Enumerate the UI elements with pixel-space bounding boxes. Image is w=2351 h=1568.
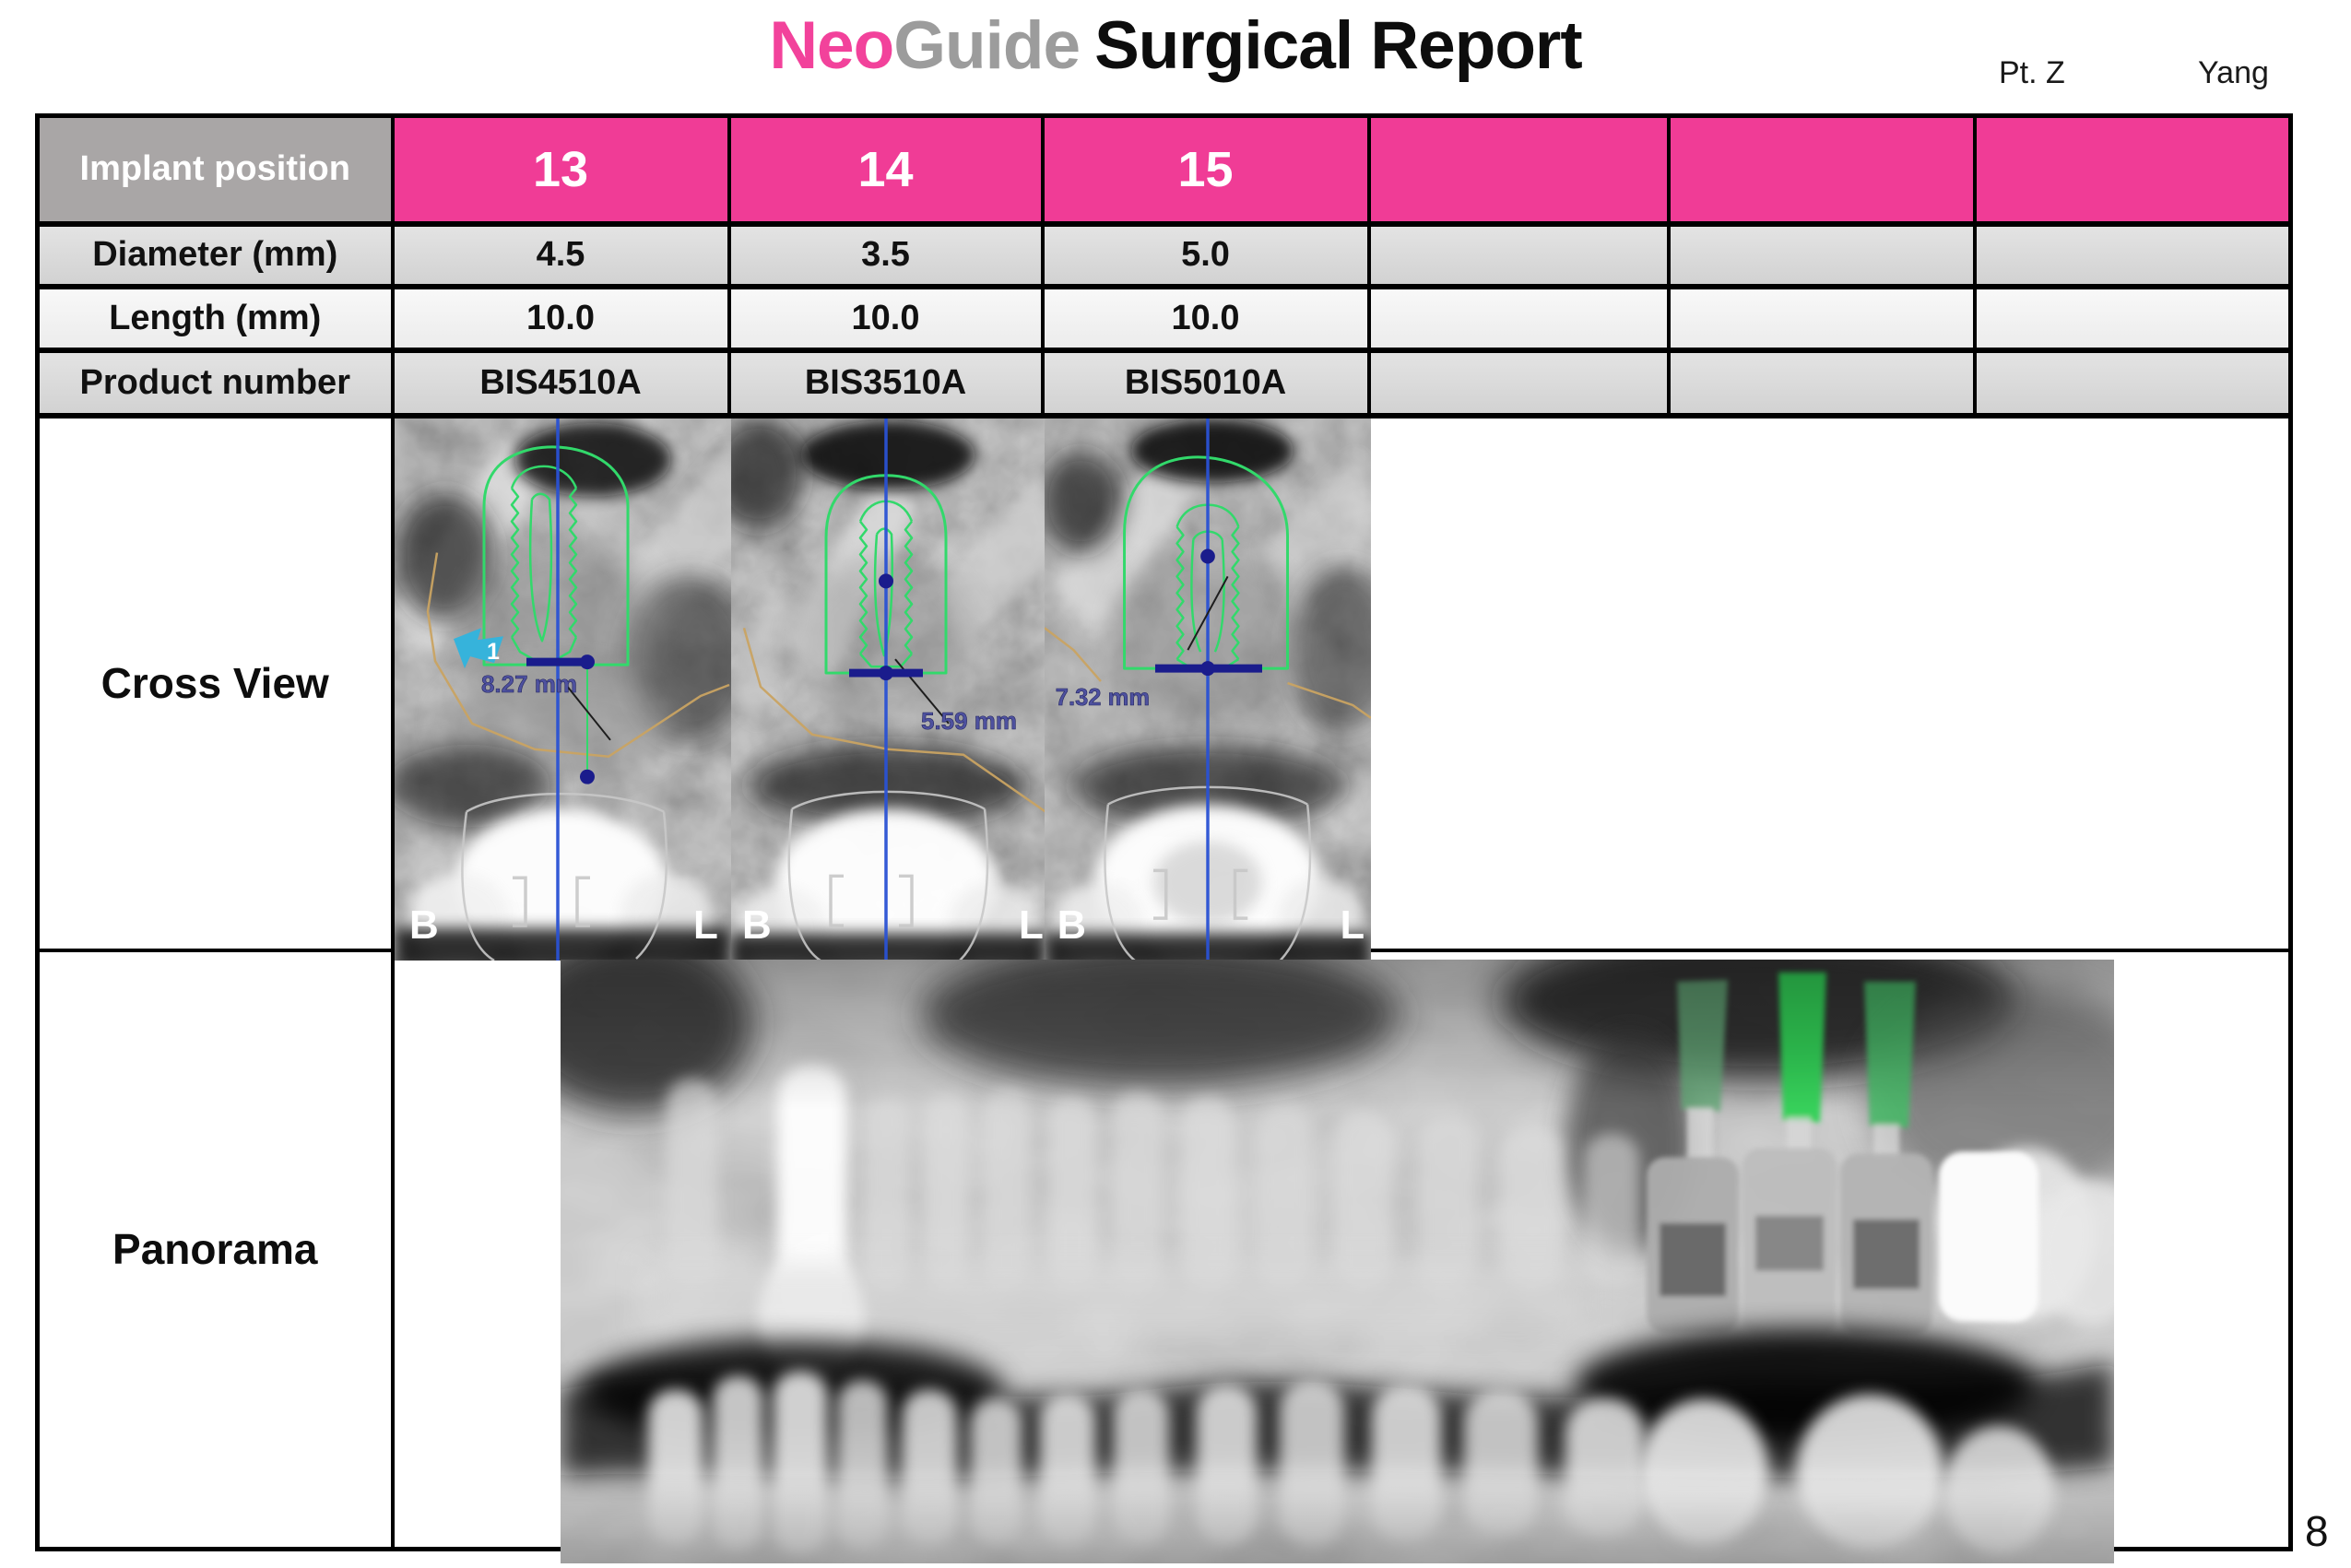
pointer-line [564,683,611,740]
product-number: BIS4510A [390,348,731,419]
length-value [1366,284,1671,353]
header-row: Implant position 13 14 15 [35,113,2293,227]
implant-guide-outline [482,444,629,775]
page-number: 8 [2305,1507,2329,1555]
measurement-dot [579,769,595,784]
position-cell-13: 13 [390,113,731,227]
brand-guide: Guide [893,8,1081,83]
length-value [1666,284,1977,353]
implant-guide-outline [1122,454,1289,670]
cross-view-canvas: 1 8.27 mm B L [390,413,2293,961]
measurement-dot [878,572,893,588]
position-cell-15: 15 [1040,113,1371,227]
title-suffix: Surgical Report [1094,8,1583,83]
diameter-value: 4.5 [390,221,731,289]
measurement-label: 5.59 mm [921,708,1017,734]
implant-position-header: Implant position [35,113,395,227]
position-cell-empty [1972,113,2293,227]
orientation-lingual-label: L [1019,902,1044,948]
panorama-canvas [390,948,2293,1563]
position-cell-empty [1366,113,1671,227]
bone-contour-line [426,551,729,758]
ct-cross-section-13: 1 8.27 mm B L [394,418,731,961]
pointer-line [1187,575,1228,651]
length-row-label: Length (mm) [35,284,395,353]
tooth-outline [787,790,988,961]
diameter-value: 3.5 [727,221,1045,289]
measurement-label: 7.32 mm [1055,684,1149,710]
marker-number: 1 [487,639,500,665]
length-row: Length (mm) 10.0 10.0 10.0 [35,284,2293,353]
orientation-lingual-label: L [1340,902,1364,947]
orientation-buccal-label: B [409,902,439,948]
diameter-value [1972,221,2293,289]
product-number [1366,348,1671,419]
bone-contour-line [1044,626,1371,719]
length-value: 10.0 [1040,284,1371,353]
implant-report-table: Implant position 13 14 15 Diameter (mm) … [35,113,2293,1563]
cross-view-row: Cross View [35,413,2293,961]
panorama-label: Panorama [35,948,395,1551]
product-row: Product number BIS4510A BIS3510A BIS5010… [35,348,2293,419]
brand-neo: Neo [769,8,894,83]
product-number [1972,348,2293,419]
length-value: 10.0 [390,284,731,353]
marker-arrow-icon [453,627,503,668]
position-cell-14: 14 [727,113,1045,227]
measurement-dot [579,654,595,669]
length-value: 10.0 [727,284,1045,353]
measurement-label: 8.27 mm [481,672,577,698]
diameter-row-label: Diameter (mm) [35,221,395,289]
patient-id: Pt. Z [1999,55,2065,90]
measurement-dot [878,665,893,680]
tooth-outline [460,792,667,961]
panorama-row: Panorama [35,948,2293,1563]
panorama-xray-image [560,959,2114,1563]
diameter-value [1666,221,1977,289]
ct-cross-section-14: 5.59 mm B L [730,418,1045,961]
cross-view-label: Cross View [35,413,395,952]
orientation-buccal-label: B [742,902,772,948]
diameter-value: 5.0 [1040,221,1371,289]
orientation-lingual-label: L [693,902,718,948]
length-value [1972,284,2293,353]
position-cell-empty [1666,113,1977,227]
ct-cross-section-15: 7.32 mm B L [1044,418,1371,961]
product-number: BIS5010A [1040,348,1371,419]
product-number [1666,348,1977,419]
product-number: BIS3510A [727,348,1045,419]
bone-contour-line [742,627,1045,812]
measurement-dot [1199,660,1215,676]
diameter-value [1366,221,1671,289]
product-row-label: Product number [35,348,395,419]
patient-name: Yang [2198,55,2269,90]
measurement-dot [1199,548,1215,563]
diameter-row: Diameter (mm) 4.5 3.5 5.0 [35,221,2293,289]
orientation-buccal-label: B [1057,902,1085,947]
report-title: NeoGuide Surgical Report [0,7,2351,84]
